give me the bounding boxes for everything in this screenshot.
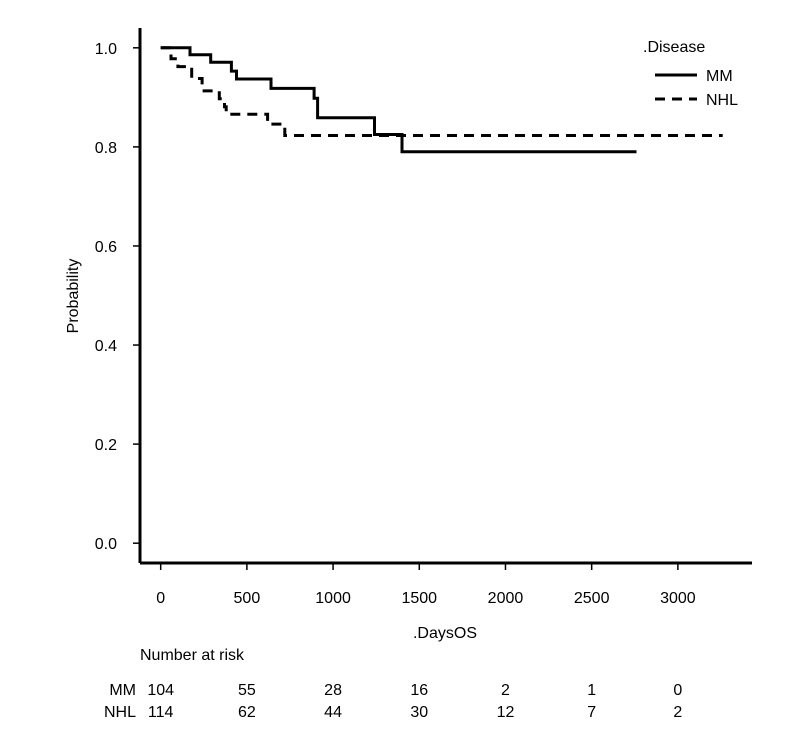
axes: [138, 28, 752, 565]
risk-table: Number at risk MM 104 55 28 16 2 1 0 NHL 114 62 44 3…: [104, 647, 682, 721]
y-tick-label: 0.2: [95, 437, 117, 454]
series-line-nhl: [160, 46, 723, 137]
y-tick-label: 1.0: [95, 41, 117, 58]
risk-count: 30: [410, 704, 428, 721]
risk-count: 2: [501, 682, 510, 699]
x-tick-label: 1500: [401, 590, 437, 607]
risk-count: 16: [410, 682, 428, 699]
risk-row-label: MM: [109, 682, 136, 699]
y-tick-label: 0.0: [95, 536, 117, 553]
legend-title: .Disease: [643, 39, 705, 56]
y-tick-label: 0.4: [95, 338, 117, 355]
x-tick-label: 500: [234, 590, 261, 607]
risk-count: 55: [238, 682, 256, 699]
y-tick-label: 0.6: [95, 239, 117, 256]
y-axis-label: Probability: [65, 259, 82, 334]
x-tick-label: 2000: [488, 590, 524, 607]
series-line-mm: [160, 46, 637, 154]
risk-count: 114: [148, 704, 174, 721]
risk-count: 12: [497, 704, 515, 721]
x-tick-label: 1000: [315, 590, 351, 607]
risk-count: 0: [673, 682, 682, 699]
x-axis-label: .DaysOS: [413, 625, 477, 642]
risk-count: 1: [587, 682, 596, 699]
risk-table-title: Number at risk: [140, 647, 245, 664]
ticks: 0 500 1000 1500 2000 2500 3000 0.0 0.2 0.4 0.6 0.8 1…: [95, 41, 696, 607]
x-tick-label: 2500: [574, 590, 610, 607]
y-tick-label: 0.8: [95, 140, 117, 157]
risk-count: 28: [324, 682, 342, 699]
legend-label-nhl: NHL: [706, 92, 738, 109]
series-lines: [160, 46, 723, 154]
risk-count: 2: [673, 704, 682, 721]
legend: .Disease MM NHL: [643, 39, 738, 109]
risk-count: 44: [324, 704, 342, 721]
x-tick-label: 0: [156, 590, 165, 607]
risk-count: 104: [147, 682, 174, 699]
risk-count: 62: [238, 704, 256, 721]
legend-label-mm: MM: [706, 68, 733, 85]
x-tick-label: 3000: [660, 590, 696, 607]
risk-row-label: NHL: [104, 704, 136, 721]
risk-count: 7: [587, 704, 596, 721]
